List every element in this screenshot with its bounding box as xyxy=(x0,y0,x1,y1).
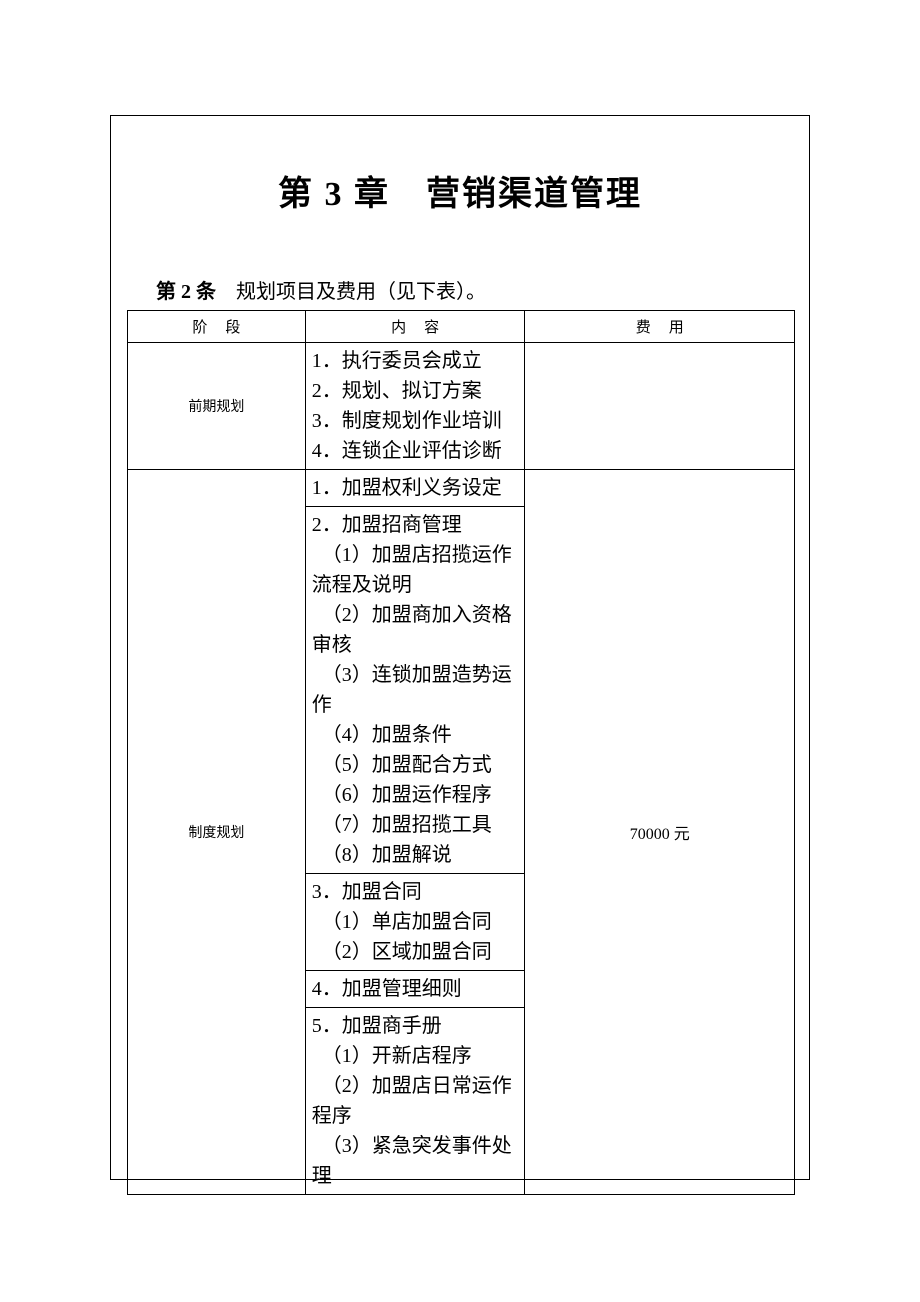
content-line: 1．执行委员会成立 xyxy=(312,346,519,376)
chapter-number: 3 xyxy=(325,176,344,213)
content-line: 5．加盟商手册 xyxy=(312,1011,519,1041)
planning-table: 阶段 内容 费用 前期规划 1．执行委员会成立 2．规划、拟订方案 3．制度规划… xyxy=(127,310,795,1195)
content-line: 3．制度规划作业培训 xyxy=(312,406,519,436)
content-block-1: 1．执行委员会成立 2．规划、拟订方案 3．制度规划作业培训 4．连锁企业评估诊… xyxy=(306,343,525,469)
content-line: （5）加盟配合方式 xyxy=(312,750,519,780)
section-2: 2．加盟招商管理 （1）加盟店招揽运作 流程及说明 （2）加盟商加入资格 审核 … xyxy=(306,507,525,874)
cost-unit: 元 xyxy=(670,826,690,843)
table-header-row: 阶段 内容 费用 xyxy=(128,311,795,343)
section-5: 5．加盟商手册 （1）开新店程序 （2）加盟店日常运作 程序 （3）紧急突发事件… xyxy=(306,1008,525,1194)
stage-cell-1: 前期规划 xyxy=(128,343,306,470)
section-3: 3．加盟合同 （1）单店加盟合同 （2）区域加盟合同 xyxy=(306,874,525,971)
content-line: （6）加盟运作程序 xyxy=(312,780,519,810)
content-line: 作 xyxy=(312,690,519,720)
content-line: （1）单店加盟合同 xyxy=(312,907,519,937)
content-line: （8）加盟解说 xyxy=(312,840,519,870)
content-line: （1）加盟店招揽运作 xyxy=(312,540,519,570)
section-1: 1．加盟权利义务设定 xyxy=(306,470,525,507)
content-line: （2）加盟商加入资格 xyxy=(312,600,519,630)
section-4: 4．加盟管理细则 xyxy=(306,971,525,1008)
content-line: （1）开新店程序 xyxy=(312,1041,519,1071)
stage-cell-2: 制度规划 xyxy=(128,470,306,1195)
cost-cell-2: 70000 元 xyxy=(525,470,795,1195)
content-cell-1: 1．执行委员会成立 2．规划、拟订方案 3．制度规划作业培训 4．连锁企业评估诊… xyxy=(305,343,525,470)
content-line: 3．加盟合同 xyxy=(312,877,519,907)
page-frame: 第 3 章 营销渠道管理 第 2 条 规划项目及费用（见下表）。 阶段 内容 费… xyxy=(110,115,810,1180)
content-line: （2）加盟店日常运作 xyxy=(312,1071,519,1101)
content-line: （2）区域加盟合同 xyxy=(312,937,519,967)
content-line: 程序 xyxy=(312,1101,519,1131)
chapter-title: 第 3 章 营销渠道管理 xyxy=(111,166,809,215)
header-stage: 阶段 xyxy=(128,311,306,343)
content-line: 4．加盟管理细则 xyxy=(312,974,519,1004)
article-suffix: 条 xyxy=(191,281,216,303)
cost-cell-1 xyxy=(525,343,795,470)
content-line: （4）加盟条件 xyxy=(312,720,519,750)
content-line: 2．加盟招商管理 xyxy=(312,510,519,540)
content-line: （3）紧急突发事件处 xyxy=(312,1131,519,1161)
content-line: 2．规划、拟订方案 xyxy=(312,376,519,406)
content-line: （7）加盟招揽工具 xyxy=(312,810,519,840)
title-suffix: 章 营销渠道管理 xyxy=(344,176,643,213)
table-row: 制度规划 1．加盟权利义务设定 2．加盟招商管理 （1）加盟店招揽运作 流程及说… xyxy=(128,470,795,1195)
article-prefix: 第 xyxy=(156,281,181,303)
content-line: 审核 xyxy=(312,630,519,660)
content-line: 4．连锁企业评估诊断 xyxy=(312,436,519,466)
article-number: 2 xyxy=(181,281,191,303)
content-cell-2: 1．加盟权利义务设定 2．加盟招商管理 （1）加盟店招揽运作 流程及说明 （2）… xyxy=(305,470,525,1195)
content-line: 理 xyxy=(312,1161,519,1191)
content-line: 1．加盟权利义务设定 xyxy=(312,473,519,503)
content-line: （3）连锁加盟造势运 xyxy=(312,660,519,690)
article-line: 第 2 条 规划项目及费用（见下表）。 xyxy=(156,275,779,304)
article-text: 规划项目及费用（见下表）。 xyxy=(216,281,486,303)
cost-number: 70000 xyxy=(630,826,670,843)
header-content: 内容 xyxy=(305,311,525,343)
title-prefix: 第 xyxy=(278,176,325,213)
table-row: 前期规划 1．执行委员会成立 2．规划、拟订方案 3．制度规划作业培训 4．连锁… xyxy=(128,343,795,470)
header-cost: 费用 xyxy=(525,311,795,343)
content-line: 流程及说明 xyxy=(312,570,519,600)
